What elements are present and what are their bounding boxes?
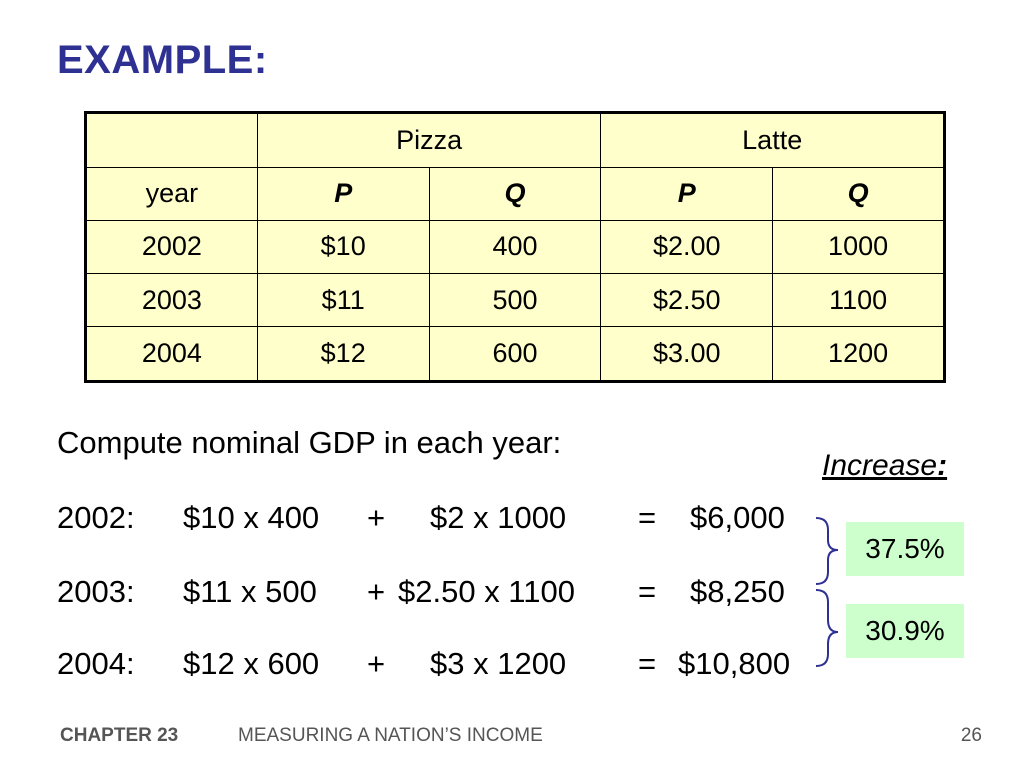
- equation-term1: $12 x 600: [183, 646, 320, 681]
- table-cell: 1000: [772, 219, 945, 275]
- slide-title: EXAMPLE:: [57, 38, 268, 82]
- increase-heading: Increase:: [822, 449, 947, 483]
- table-cell: $10: [256, 219, 430, 275]
- equation-year: 2002:: [57, 500, 135, 535]
- increase-badge-2003: 37.5%: [846, 522, 964, 576]
- increase-badge-2004: 30.9%: [846, 604, 964, 658]
- table-cell: 1200: [772, 326, 945, 382]
- equation-term2: $2.50 x 1100: [398, 574, 575, 609]
- table-cell: 600: [428, 326, 602, 382]
- table-column-header: Q: [772, 166, 945, 221]
- table-column-header: P: [256, 166, 430, 221]
- table-cell: 2002: [85, 219, 258, 275]
- equation-year: 2003:: [57, 574, 135, 609]
- table-column-header: Q: [428, 166, 602, 221]
- equation-term1: $10 x 400: [183, 500, 320, 535]
- table-column-header: year: [85, 166, 258, 221]
- equation-equals: =: [638, 646, 657, 681]
- equation-equals: =: [638, 574, 657, 609]
- equation-operator: +: [367, 500, 386, 535]
- equation-term1: $11 x 500: [183, 574, 317, 609]
- table-row: 2003 $11 500 $2.50 1100: [85, 273, 945, 328]
- table-cell: $2.00: [600, 219, 774, 275]
- equation-result: $8,250: [690, 574, 785, 609]
- footer-title: MEASURING A NATION’S INCOME: [238, 725, 543, 746]
- footer-chapter: CHAPTER 23: [60, 725, 179, 746]
- table-group-header-row: Pizza Latte: [85, 112, 945, 168]
- brace-icon: [815, 517, 839, 667]
- equation-equals: =: [638, 500, 657, 535]
- table-group-header: Latte: [600, 112, 945, 168]
- table-cell: 1100: [772, 273, 945, 328]
- table-cell: 2004: [85, 326, 258, 382]
- table-header-empty: [85, 112, 258, 168]
- equation-operator: +: [367, 574, 386, 609]
- equation-term2: $2 x 1000: [430, 500, 567, 535]
- equation-result: $10,800: [678, 646, 791, 681]
- table-cell: $12: [256, 326, 430, 382]
- table-cell: $3.00: [600, 326, 774, 382]
- brace-lower: [815, 589, 839, 667]
- table-column-header: P: [600, 166, 774, 221]
- table-cell: 400: [428, 219, 602, 275]
- compute-instruction: Compute nominal GDP in each year:: [57, 425, 562, 460]
- brace-upper: [815, 517, 839, 585]
- table-group-header: Pizza: [256, 112, 602, 168]
- table-cell: 500: [428, 273, 602, 328]
- equation-result: $6,000: [690, 500, 785, 535]
- increase-label: Increase: [822, 449, 938, 482]
- table-cell: 2003: [85, 273, 258, 328]
- equation-operator: +: [367, 646, 386, 681]
- table-column-header-row: year P Q P Q: [85, 166, 945, 221]
- page-number: 26: [960, 725, 982, 746]
- equation-term2: $3 x 1200: [430, 646, 567, 681]
- table-row: 2002 $10 400 $2.00 1000: [85, 219, 945, 275]
- table-row: 2004 $12 600 $3.00 1200: [85, 326, 945, 382]
- increase-colon: :: [937, 449, 948, 482]
- price-quantity-table: Pizza Latte year P Q P Q 2002 $10 400 $2…: [84, 111, 946, 383]
- table-cell: $11: [256, 273, 430, 328]
- table-cell: $2.50: [600, 273, 774, 328]
- equation-year: 2004:: [57, 646, 135, 681]
